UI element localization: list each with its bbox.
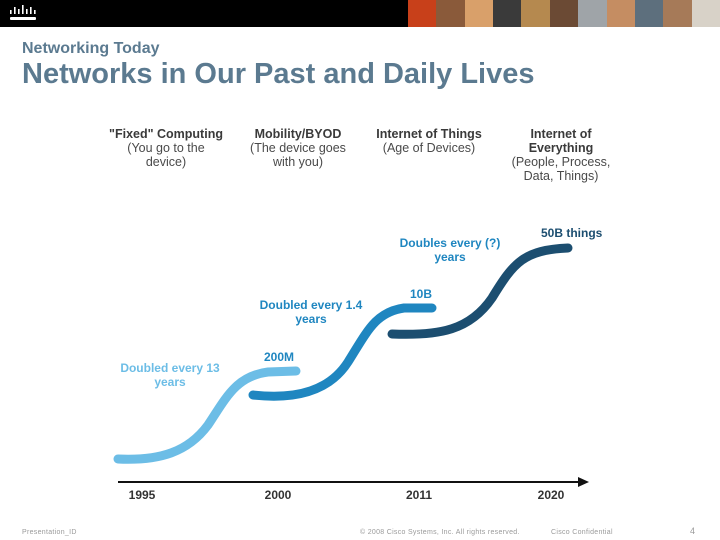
timeline-year-2000: 2000	[264, 488, 292, 502]
footer-presentation-id: Presentation_ID	[22, 529, 77, 536]
column-heading-mobility: Mobility/BYOD (The device goes with you)	[233, 127, 363, 169]
column-heading-title: Internet of Everything	[528, 127, 594, 155]
column-heading-title: "Fixed" Computing	[109, 127, 223, 141]
header-banner	[0, 0, 720, 27]
column-heading-subtitle: (The device goes with you)	[250, 141, 346, 169]
section-title: Networking Today	[22, 40, 160, 57]
milestone-50b: 50B things	[541, 226, 603, 240]
milestone-200m: 200M	[264, 350, 295, 364]
column-heading-ioe: Internet of Everything (People, Process,…	[496, 127, 626, 183]
milestone-10b: 10B	[410, 287, 433, 301]
footer-copyright: © 2008 Cisco Systems, Inc. All rights re…	[360, 529, 520, 536]
growth-curve-fixed	[113, 366, 301, 464]
cisco-logo	[10, 5, 36, 20]
timeline-year-2011: 2011	[405, 488, 433, 502]
timeline-year-2020: 2020	[537, 488, 565, 502]
growth-curve-ioe	[387, 243, 573, 339]
column-heading-fixed: "Fixed" Computing (You go to the device)	[101, 127, 231, 169]
growth-note-iot: Doubles every (?) years	[399, 236, 501, 264]
growth-curve-mobility	[248, 303, 437, 401]
column-heading-iot: Internet of Things (Age of Devices)	[364, 127, 494, 155]
footer-page-number: 4	[690, 526, 696, 536]
footer-confidential: Cisco Confidential	[551, 529, 613, 536]
column-heading-title: Mobility/BYOD	[254, 127, 342, 141]
column-heading-subtitle: (Age of Devices)	[382, 141, 476, 155]
growth-note-mobility: Doubled every 1.4 years	[259, 298, 363, 326]
column-heading-title: Internet of Things	[376, 127, 482, 141]
column-heading-subtitle: (People, Process, Data, Things)	[511, 155, 611, 183]
timeline-arrowhead	[578, 477, 589, 487]
banner-photo-strip	[408, 0, 720, 27]
column-heading-subtitle: (You go to the device)	[127, 141, 205, 169]
slide-title: Networks in Our Past and Daily Lives	[22, 58, 535, 90]
timeline-year-1995: 1995	[128, 488, 156, 502]
growth-note-fixed: Doubled every 13 years	[120, 361, 220, 389]
